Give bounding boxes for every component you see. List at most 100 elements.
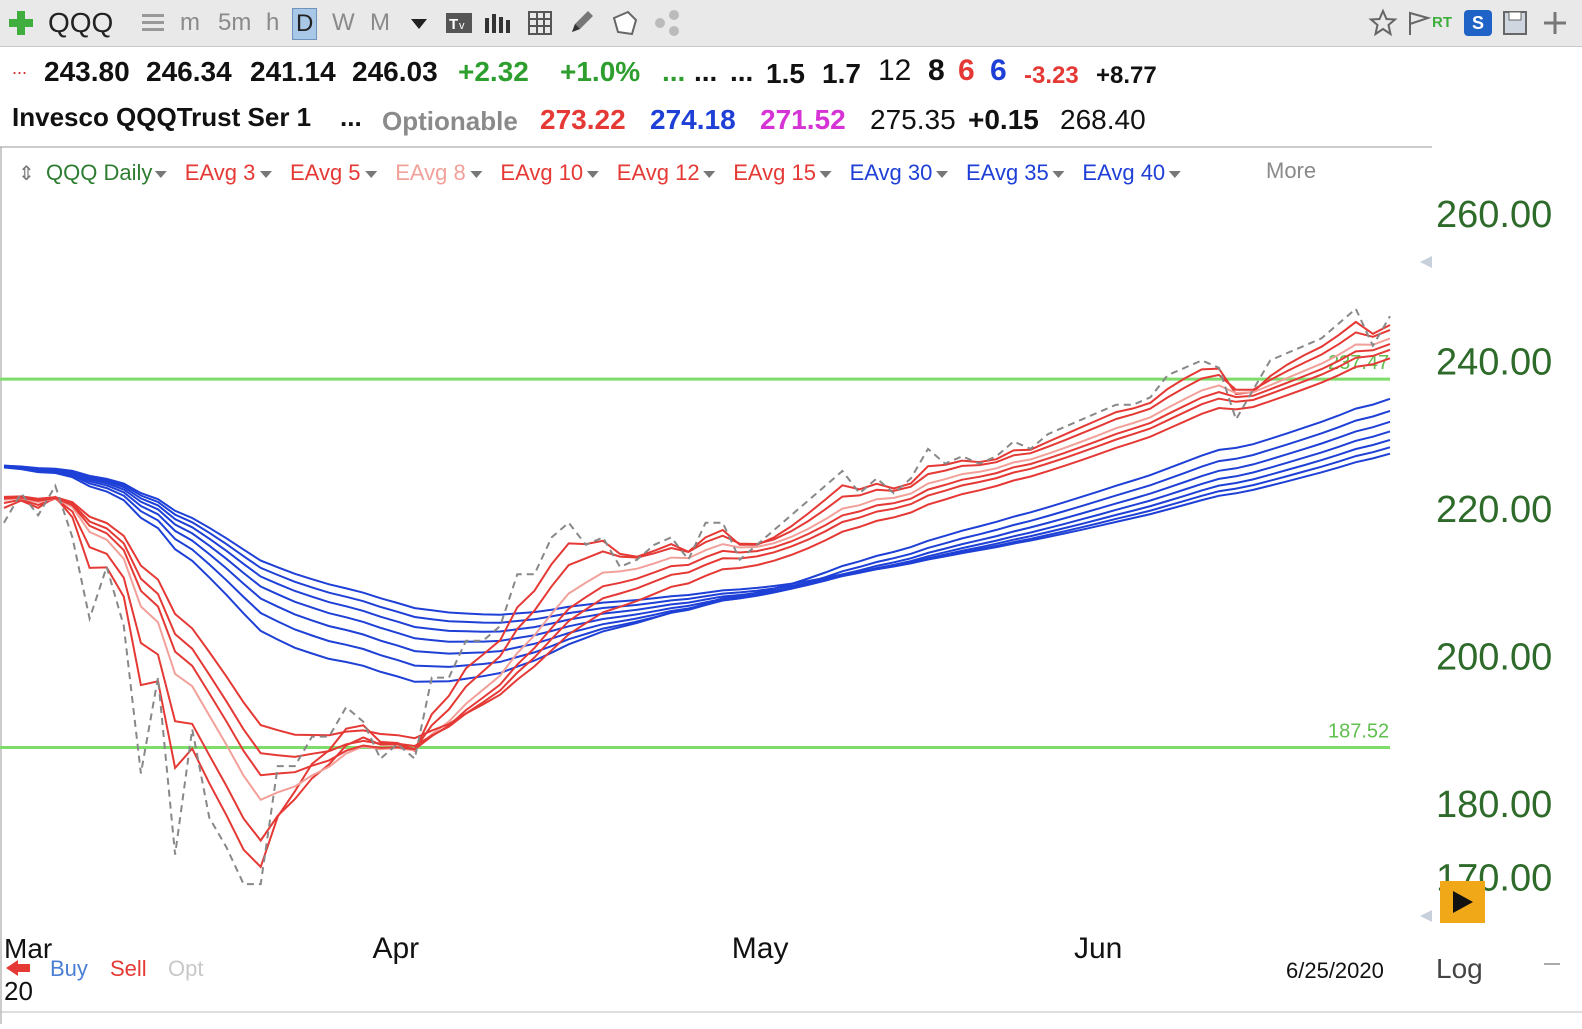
low-value: 241.14 — [250, 56, 336, 87]
legend-dropdown-icon[interactable] — [365, 171, 378, 178]
x-label-mar: Mar — [4, 933, 52, 964]
arrow-icon[interactable] — [6, 960, 30, 976]
ema-8-line — [3, 337, 1391, 802]
x-axis: Mar 20 Apr May Jun — [4, 932, 1122, 1006]
ema-12-line — [3, 348, 1391, 758]
y-tick-label: 240.00 — [1436, 341, 1552, 383]
period-m[interactable]: m — [180, 9, 200, 36]
ema-35-line — [3, 409, 1391, 668]
bar-style-icon[interactable] — [482, 8, 512, 38]
play-icon[interactable] — [1453, 891, 1473, 913]
symbol-label[interactable]: QQQ — [48, 7, 114, 38]
legend-item-8[interactable]: EAvg 35 — [966, 160, 1049, 185]
chart-area[interactable]: ⇕ QQQ Daily EAvg 3 EAvg 5 EAvg 8 EAvg 10 EAvg… — [0, 146, 1582, 1024]
ema-15-line — [3, 357, 1391, 740]
star-icon[interactable] — [1368, 8, 1398, 38]
ema-40-line — [3, 420, 1391, 655]
close-value: 246.03 — [352, 56, 438, 87]
legend-move-icon[interactable]: ⇕ — [18, 163, 35, 185]
flag-icon[interactable] — [1404, 8, 1434, 38]
svg-text:T: T — [449, 16, 458, 33]
legend-dropdown-icon[interactable] — [1168, 171, 1181, 178]
legend-item-1[interactable]: EAvg 3 — [185, 160, 256, 185]
legend-more[interactable]: More — [1266, 158, 1316, 183]
legend-item-0[interactable]: QQQ Daily — [46, 160, 152, 185]
legend-dropdown-icon[interactable] — [470, 171, 483, 178]
legend-dropdown-icon[interactable] — [1052, 171, 1065, 178]
legend-dropdown-icon[interactable] — [703, 171, 716, 178]
value-6-blue: 6 — [990, 54, 1007, 87]
open-value: 243.80 — [44, 56, 130, 87]
scroll-up-marker[interactable] — [1420, 256, 1432, 268]
y-tick-label: 180.00 — [1436, 784, 1552, 826]
dots-2: ... — [694, 56, 718, 87]
list-icon[interactable] — [138, 8, 168, 38]
play-button[interactable] — [1440, 881, 1485, 923]
ema-blue-group — [3, 397, 1391, 683]
legend-item-3[interactable]: EAvg 8 — [395, 160, 466, 185]
legend-dropdown-icon[interactable] — [936, 171, 948, 178]
buy-signal[interactable]: Buy — [50, 956, 88, 981]
legend-item-6[interactable]: EAvg 15 — [733, 160, 816, 185]
legend-item-2[interactable]: EAvg 5 — [290, 160, 361, 185]
dots-3: ... — [730, 56, 754, 87]
ema-10-line — [3, 343, 1391, 777]
optionable-label: Optionable — [382, 106, 518, 136]
pencil-icon[interactable] — [566, 8, 596, 38]
period-d[interactable]: D — [292, 8, 318, 40]
legend-dropdown-icon[interactable] — [154, 171, 167, 178]
y-tick-label: 200.00 — [1436, 636, 1552, 678]
ema-3-line — [3, 320, 1391, 869]
value-neg: -3.23 — [1024, 62, 1079, 89]
pin-icon[interactable] — [1540, 8, 1570, 38]
high-value: 246.34 — [146, 56, 232, 87]
x-label-may: May — [732, 932, 789, 965]
price-blue: 274.18 — [650, 104, 736, 135]
tag-icon[interactable] — [610, 8, 640, 38]
x-label-apr: Apr — [372, 932, 419, 965]
current-date: 6/25/2020 — [1286, 958, 1384, 983]
grid-table-icon[interactable] — [526, 8, 556, 38]
dropdown-icon[interactable] — [404, 8, 434, 38]
dots-green: ... — [662, 56, 686, 87]
value-6-red: 6 — [958, 54, 975, 87]
ema-5-line — [3, 328, 1391, 843]
log-scale-button[interactable]: Log — [1436, 953, 1483, 984]
price-chart[interactable]: ⇕ QQQ Daily EAvg 3 EAvg 5 EAvg 8 EAvg 10 EAvg… — [0, 146, 1582, 1024]
legend-item-7[interactable]: EAvg 30 — [850, 160, 933, 185]
ema-50-line — [3, 438, 1391, 633]
save-icon[interactable] — [1500, 8, 1530, 38]
period-w[interactable]: W — [332, 9, 355, 36]
legend-item-4[interactable]: EAvg 10 — [500, 160, 583, 185]
s-icon[interactable]: S — [1464, 10, 1492, 36]
period-5m[interactable]: 5m — [218, 9, 252, 36]
legend-dropdown-icon[interactable] — [586, 171, 599, 178]
ema-60-line — [3, 452, 1391, 616]
y-tick-label: 220.00 — [1436, 489, 1552, 531]
x-label-jun: Jun — [1074, 932, 1122, 965]
value-12: 12 — [878, 54, 912, 87]
legend-dropdown-icon[interactable] — [819, 171, 832, 178]
opt-signal[interactable]: Opt — [168, 956, 203, 981]
price-last: 275.35 — [870, 104, 956, 135]
period-h[interactable]: h — [266, 9, 280, 36]
rt-icon[interactable]: RT — [1432, 14, 1452, 31]
network-icon[interactable] — [652, 8, 682, 38]
close-price-line — [3, 307, 1391, 886]
period-month[interactable]: M — [370, 9, 390, 36]
horizontal-line-label: 187.52 — [1328, 721, 1389, 743]
legend-item-9[interactable]: EAvg 40 — [1082, 160, 1165, 185]
x-label-year: 20 — [4, 976, 33, 1006]
add-symbol-icon[interactable] — [6, 8, 36, 38]
value-8: 8 — [928, 54, 945, 87]
scroll-down-marker[interactable] — [1420, 910, 1432, 922]
legend-dropdown-icon[interactable] — [260, 171, 272, 178]
plot-frame — [0, 146, 1582, 1024]
sell-signal[interactable]: Sell — [110, 956, 147, 981]
svg-text:v: v — [459, 20, 465, 32]
value-pos: +8.77 — [1096, 62, 1157, 89]
legend-item-5[interactable]: EAvg 12 — [617, 160, 700, 185]
